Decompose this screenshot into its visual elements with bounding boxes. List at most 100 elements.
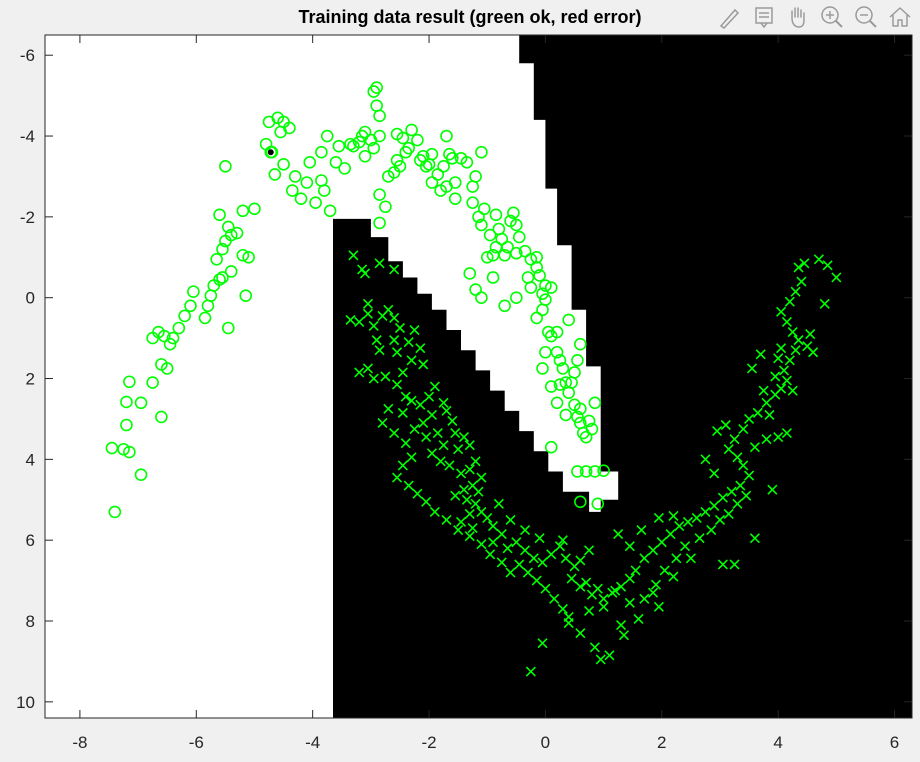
circle-point [288,170,302,183]
circle-point [498,248,511,262]
circle-point [219,160,232,173]
cross-point [790,286,801,297]
cross-point [464,531,475,542]
x-tick-label: 2 [657,733,666,752]
cross-point [694,533,705,544]
cross-point [639,593,650,604]
cross-point [764,409,775,420]
cross-point [476,539,487,550]
cross-point [776,343,787,354]
circle-point [213,273,226,286]
circle-point [160,362,174,375]
cross-point [668,571,679,582]
circle-point [556,362,570,375]
circle-point [184,299,197,313]
cross-point [368,320,379,332]
cross-point [729,559,740,570]
zoom-in-button[interactable] [818,2,846,32]
cross-point [455,516,467,528]
cross-point [671,553,682,564]
circle-point [123,445,136,459]
circle-point [373,188,386,201]
circle-point [117,442,130,456]
cross-point [394,322,406,334]
cross-point [656,537,667,548]
circle-point [323,204,337,218]
circle-point [533,269,546,282]
circle-point [536,362,549,375]
circle-point [198,311,212,325]
cross-point [389,335,400,346]
y-tick-label: 0 [26,289,35,308]
cross-point [397,407,408,418]
cross-point [406,452,417,463]
circle-point [536,287,549,300]
circle-point [588,465,602,478]
circle-point [469,283,482,296]
cross-point [450,490,461,501]
cross-point [467,522,478,534]
cross-point [464,440,475,451]
cross-point [470,498,481,509]
cross-point [537,638,548,649]
datatip-icon [755,7,773,29]
circle-point [120,418,133,432]
cross-point [557,603,568,614]
cross-point [566,573,577,584]
cross-point [592,583,603,594]
restore-view-button[interactable] [886,2,914,32]
circle-point [489,208,503,222]
circle-point [437,160,450,173]
pan-button[interactable] [784,2,812,32]
circle-point [268,168,282,181]
circle-point [134,468,148,482]
circle-point [402,141,415,155]
data-tips-button[interactable] [750,2,778,32]
zoom-out-button[interactable] [852,2,880,32]
cross-point [647,587,659,598]
cross-point [438,397,449,408]
cross-point [674,520,685,532]
cross-point [595,654,606,665]
y-tick-label: 10 [16,693,35,712]
cross-point [522,567,534,578]
cross-point [723,508,734,519]
circle-point [510,291,523,304]
cross-point [761,397,772,408]
circle-point [550,396,564,410]
circle-point [495,232,509,246]
cross-point [391,347,403,358]
cross-point [403,480,414,491]
cross-point [741,490,752,501]
cross-point [560,553,571,564]
cross-point [415,399,426,410]
circle-point [390,153,404,167]
cross-point [426,409,438,420]
cross-point [502,543,513,554]
circle-point [539,279,552,292]
cross-point [700,506,711,517]
circle-point [367,85,381,98]
cross-point [744,413,755,425]
cross-point [493,498,504,509]
cross-point [470,456,481,467]
circle-point [544,440,558,454]
cross-point [615,619,627,631]
circle-point [574,495,587,509]
cross-point [389,428,400,439]
circle-point [512,230,526,244]
cross-point [450,428,461,439]
cross-point [391,379,403,390]
cross-point [781,428,792,439]
cross-point [368,373,379,384]
cross-point [653,512,664,524]
circle-point [591,497,605,511]
cross-point [691,512,702,524]
circle-point [344,137,357,151]
circle-point [475,145,488,159]
cross-point [659,565,670,576]
cross-point [409,423,420,435]
circle-point [530,261,543,274]
circle-point [315,145,328,159]
brush-button[interactable] [716,2,744,32]
